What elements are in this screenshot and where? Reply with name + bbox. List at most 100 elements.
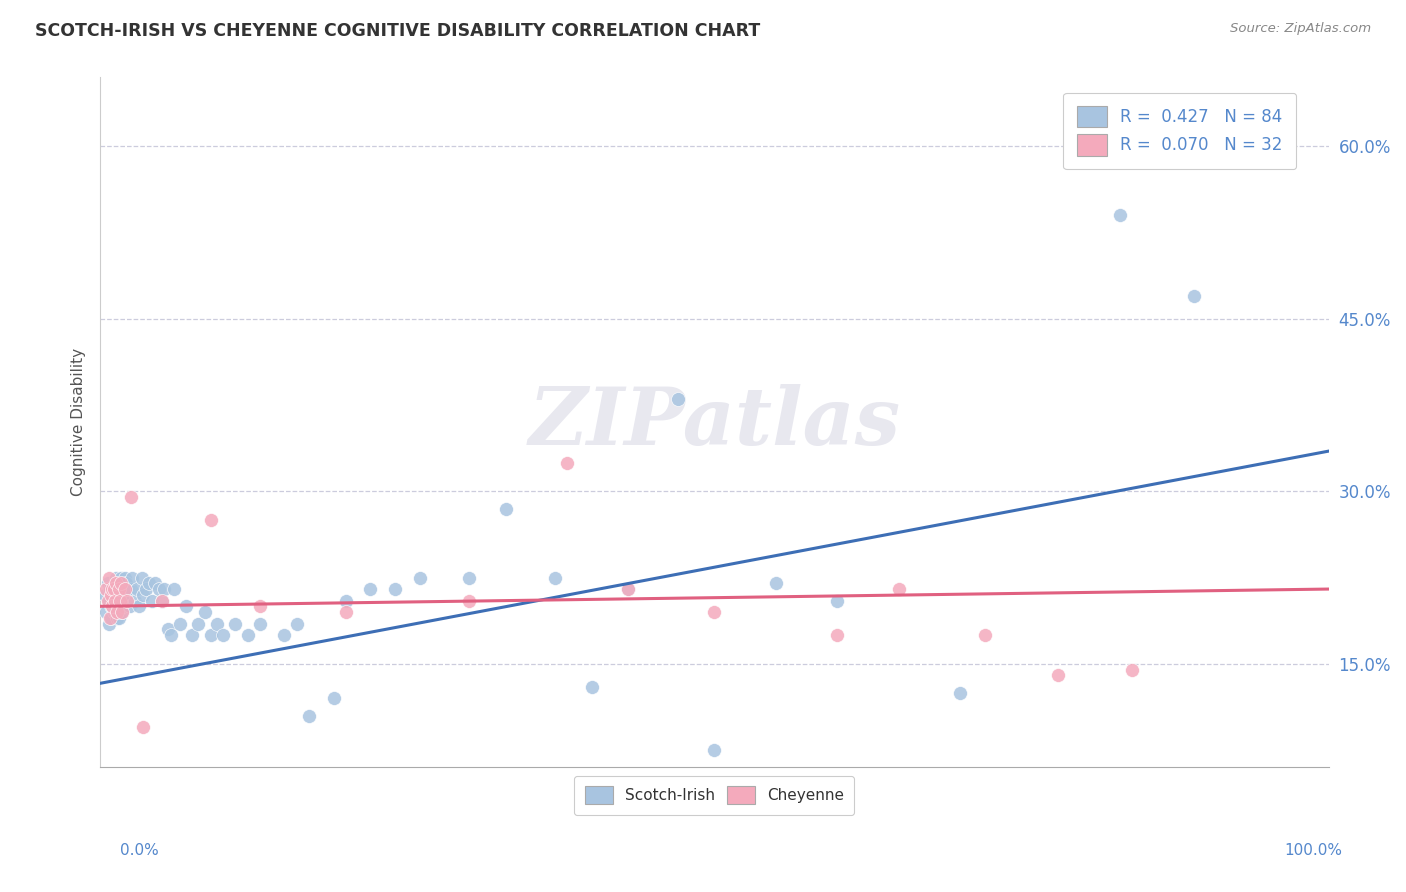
Point [193, 605, 215, 619]
Point [101, 582, 124, 596]
Point [104, 582, 127, 596]
Point [101, 599, 124, 614]
Point [96, 593, 118, 607]
Point [117, 582, 139, 596]
Text: Source: ZipAtlas.com: Source: ZipAtlas.com [1230, 22, 1371, 36]
Point [617, 582, 640, 596]
Point [138, 576, 160, 591]
Point [108, 593, 131, 607]
Point [135, 582, 157, 596]
Point [544, 570, 567, 584]
Point [110, 588, 132, 602]
Point [160, 628, 183, 642]
Point [145, 576, 167, 591]
Point [128, 599, 150, 614]
Point [98, 582, 121, 596]
Point [457, 593, 479, 607]
Point [1109, 208, 1132, 222]
Point [949, 685, 972, 699]
Point [200, 628, 222, 642]
Point [105, 570, 128, 584]
Text: SCOTCH-IRISH VS CHEYENNE COGNITIVE DISABILITY CORRELATION CHART: SCOTCH-IRISH VS CHEYENNE COGNITIVE DISAB… [35, 22, 761, 40]
Point [94, 588, 117, 602]
Point [200, 513, 222, 527]
Point [131, 570, 153, 584]
Point [335, 593, 357, 607]
Point [205, 616, 228, 631]
Point [108, 599, 131, 614]
Point [97, 570, 120, 584]
Point [125, 582, 148, 596]
Point [97, 593, 120, 607]
Point [110, 570, 132, 584]
Point [887, 582, 910, 596]
Point [163, 582, 186, 596]
Point [105, 611, 128, 625]
Point [132, 588, 155, 602]
Point [115, 593, 138, 607]
Point [115, 576, 138, 591]
Point [150, 593, 173, 607]
Point [1121, 663, 1143, 677]
Point [105, 576, 128, 591]
Point [703, 743, 725, 757]
Point [457, 570, 479, 584]
Point [156, 622, 179, 636]
Point [112, 582, 135, 596]
Point [101, 582, 124, 596]
Point [555, 456, 578, 470]
Y-axis label: Cognitive Disability: Cognitive Disability [72, 348, 86, 497]
Point [110, 576, 132, 591]
Point [112, 599, 135, 614]
Point [384, 582, 406, 596]
Point [408, 570, 430, 584]
Point [1182, 289, 1205, 303]
Point [114, 593, 136, 607]
Point [108, 582, 131, 596]
Point [97, 616, 120, 631]
Point [121, 570, 143, 584]
Point [111, 576, 134, 591]
Point [104, 599, 127, 614]
Point [249, 599, 271, 614]
Point [96, 605, 118, 619]
Point [105, 605, 128, 619]
Point [827, 628, 849, 642]
Point [153, 582, 176, 596]
Point [107, 582, 129, 596]
Point [495, 501, 517, 516]
Point [114, 570, 136, 584]
Point [111, 605, 134, 619]
Point [187, 616, 209, 631]
Point [103, 582, 125, 596]
Point [335, 605, 357, 619]
Point [169, 616, 191, 631]
Point [100, 588, 122, 602]
Point [114, 582, 136, 596]
Point [148, 582, 170, 596]
Point [103, 593, 125, 607]
Point [105, 588, 128, 602]
Point [103, 605, 125, 619]
Point [98, 611, 121, 625]
Point [101, 599, 124, 614]
Point [141, 593, 163, 607]
Point [298, 708, 321, 723]
Point [765, 576, 787, 591]
Point [105, 605, 128, 619]
Point [107, 611, 129, 625]
Point [100, 599, 122, 614]
Point [359, 582, 381, 596]
Point [181, 628, 204, 642]
Point [666, 392, 689, 407]
Point [104, 593, 127, 607]
Point [111, 605, 134, 619]
Point [285, 616, 308, 631]
Point [224, 616, 246, 631]
Point [118, 599, 141, 614]
Point [150, 593, 173, 607]
Point [617, 582, 640, 596]
Point [236, 628, 259, 642]
Point [120, 582, 142, 596]
Point [96, 582, 118, 596]
